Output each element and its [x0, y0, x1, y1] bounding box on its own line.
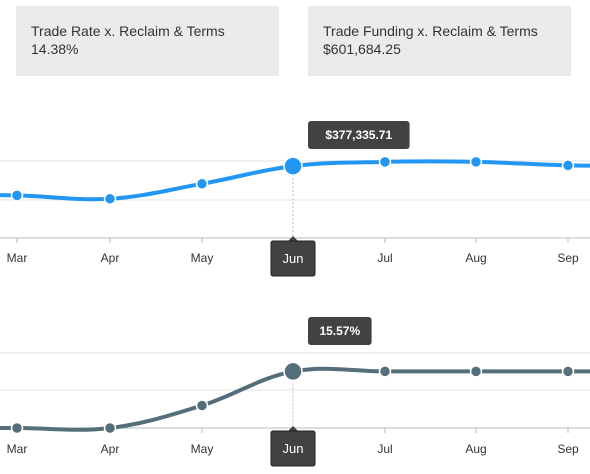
- kpi-value: $601,684.25: [323, 41, 401, 57]
- selected-month-box[interactable]: [270, 430, 316, 467]
- trade-rate-line-chart[interactable]: Mar Apr May Jul Aug Sep 15.57% Jun: [0, 300, 590, 474]
- tooltip-value: $377,335.71: [325, 128, 392, 142]
- kpi-value: 14.38%: [31, 41, 79, 57]
- data-point[interactable]: [195, 399, 209, 412]
- selected-month-caret: [288, 426, 298, 431]
- data-point[interactable]: [469, 365, 483, 378]
- kpi-card-trade-rate[interactable]: Trade Rate x. Reclaim & Terms 14.38%: [16, 6, 279, 76]
- data-point[interactable]: [378, 155, 392, 169]
- x-tick-label: May: [191, 442, 214, 456]
- tooltip-box: [308, 121, 410, 149]
- kpi-label: Trade Rate x. Reclaim & Terms: [31, 23, 225, 39]
- data-point[interactable]: [561, 159, 575, 172]
- tooltip-box: [308, 317, 372, 345]
- tooltip-value: 15.57%: [319, 324, 360, 338]
- data-point[interactable]: [283, 361, 303, 382]
- x-tick-label: Apr: [101, 442, 120, 456]
- x-tick-label: May: [191, 251, 214, 265]
- x-tick-label: Apr: [101, 251, 120, 265]
- data-point[interactable]: [10, 189, 24, 202]
- data-point[interactable]: [283, 156, 303, 176]
- x-tick-label: Mar: [7, 442, 28, 456]
- data-point[interactable]: [195, 177, 209, 191]
- trade-funding-line-chart[interactable]: Mar Apr May Jul Aug Sep $377,335.71 Jun: [0, 100, 590, 290]
- data-point[interactable]: [469, 155, 483, 169]
- x-tick-label: Sep: [557, 251, 579, 265]
- selected-month-label: Jun: [283, 251, 304, 266]
- data-point[interactable]: [103, 421, 117, 435]
- x-tick-label: Aug: [465, 442, 486, 456]
- selected-month-label: Jun: [283, 441, 304, 456]
- x-tick-label: Sep: [557, 442, 579, 456]
- x-tick-label: Aug: [465, 251, 486, 265]
- data-point[interactable]: [378, 365, 392, 378]
- data-point[interactable]: [561, 365, 575, 378]
- data-point[interactable]: [10, 421, 24, 435]
- x-tick-label: Jul: [377, 251, 392, 265]
- kpi-label: Trade Funding x. Reclaim & Terms: [323, 23, 538, 39]
- x-tick-label: Jul: [377, 442, 392, 456]
- kpi-card-trade-funding[interactable]: Trade Funding x. Reclaim & Terms $601,68…: [308, 6, 571, 76]
- selected-month-caret: [288, 236, 298, 241]
- selected-month-box[interactable]: [270, 240, 316, 277]
- x-tick-label: Mar: [7, 251, 28, 265]
- data-point[interactable]: [103, 192, 117, 206]
